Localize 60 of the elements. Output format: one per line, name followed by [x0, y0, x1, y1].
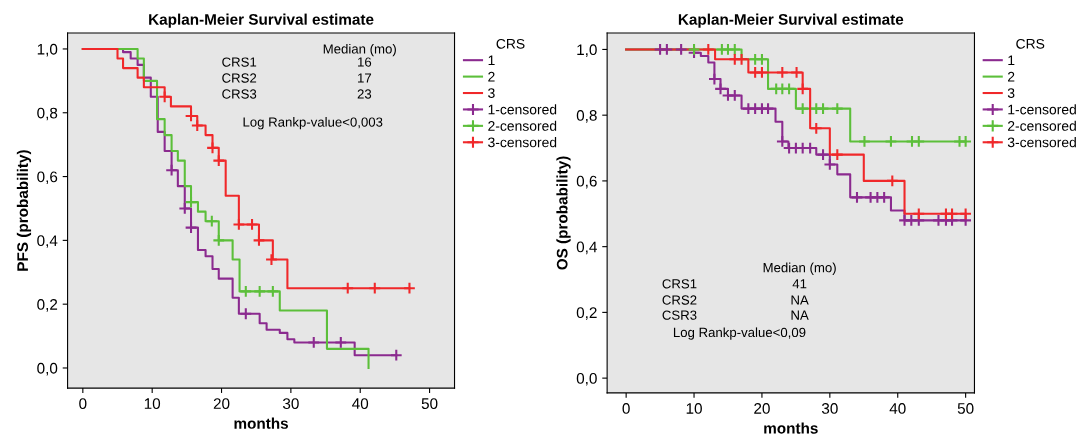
legend-label: 2-censored [1008, 120, 1076, 131]
legend-label: 3 [488, 88, 495, 99]
x-tick-label: 50 [421, 398, 438, 410]
y-tick-label: 0,0 [37, 362, 58, 376]
annotation: CSR3 [662, 310, 697, 320]
legend-label: 1-censored [488, 104, 557, 115]
annotation: Median (mo) [763, 262, 836, 275]
annotation: CRS1 [222, 57, 257, 67]
annotation: CRS2 [222, 73, 257, 83]
x-tick-label: 0 [79, 398, 87, 410]
y-tick-label: 0,8 [37, 107, 58, 121]
legend-label: 3-censored [488, 137, 557, 148]
chart-title: Kaplan-Meier Survival estimate [149, 13, 374, 28]
annotation: NA [791, 295, 809, 305]
legend-label: 1 [1008, 55, 1015, 66]
x-axis-title: months [234, 417, 289, 429]
legend-label: 3-censored [1007, 137, 1076, 148]
y-tick-label: 0,8 [576, 110, 597, 123]
x-tick-label: 20 [754, 403, 770, 414]
x-axis-title: months [764, 422, 818, 434]
y-tick-label: 0,6 [576, 175, 597, 189]
x-tick-label: 0 [622, 403, 630, 414]
y-tick-label: 0,2 [576, 307, 597, 320]
x-tick-label: 10 [144, 398, 161, 410]
y-axis-title: OS (probability) [556, 156, 571, 270]
y-tick-label: 0,4 [576, 241, 597, 255]
y-tick-label: 0,0 [576, 373, 597, 386]
annotation: NA [791, 310, 809, 320]
annotation: CRS1 [662, 279, 697, 289]
chart-title: Kaplan-Meier Survival estimate [678, 13, 904, 28]
legend-title: CRS [1016, 38, 1045, 49]
y-tick-label: 1,0 [577, 44, 597, 57]
y-tick-label: 1,0 [37, 43, 58, 57]
legend-label: 3 [1007, 88, 1015, 99]
y-axis-title: PFS (probability) [16, 150, 32, 271]
x-tick-label: 30 [282, 398, 299, 410]
x-tick-label: 10 [686, 403, 702, 414]
legend-title: CRS [496, 38, 525, 49]
legend-label: 2-censored [488, 120, 557, 131]
annotation: Median (mo) [323, 43, 396, 57]
legend-label: 2 [1008, 71, 1015, 82]
annotation: Log Rankp-value<0,003 [243, 117, 383, 130]
annotation: Log Rankp-value<0,09 [673, 327, 806, 340]
y-tick-label: 0,2 [37, 299, 58, 312]
legend-label: 2 [488, 71, 495, 82]
y-tick-label: 0,4 [37, 235, 58, 248]
annotation: CRS3 [222, 89, 257, 99]
x-tick-label: 50 [957, 403, 974, 414]
annotation: 41 [792, 279, 807, 289]
legend-label: 1-censored [1008, 104, 1076, 115]
annotation: 16 [358, 57, 372, 67]
x-tick-label: 40 [352, 398, 369, 410]
legend-label: 1 [488, 55, 495, 66]
x-tick-label: 40 [889, 403, 906, 414]
x-tick-label: 30 [821, 403, 838, 414]
x-tick-label: 20 [213, 398, 230, 410]
y-tick-label: 0,6 [37, 171, 58, 185]
annotation: 17 [358, 73, 372, 83]
annotation: CRS2 [662, 295, 697, 305]
annotation: 23 [357, 89, 372, 99]
